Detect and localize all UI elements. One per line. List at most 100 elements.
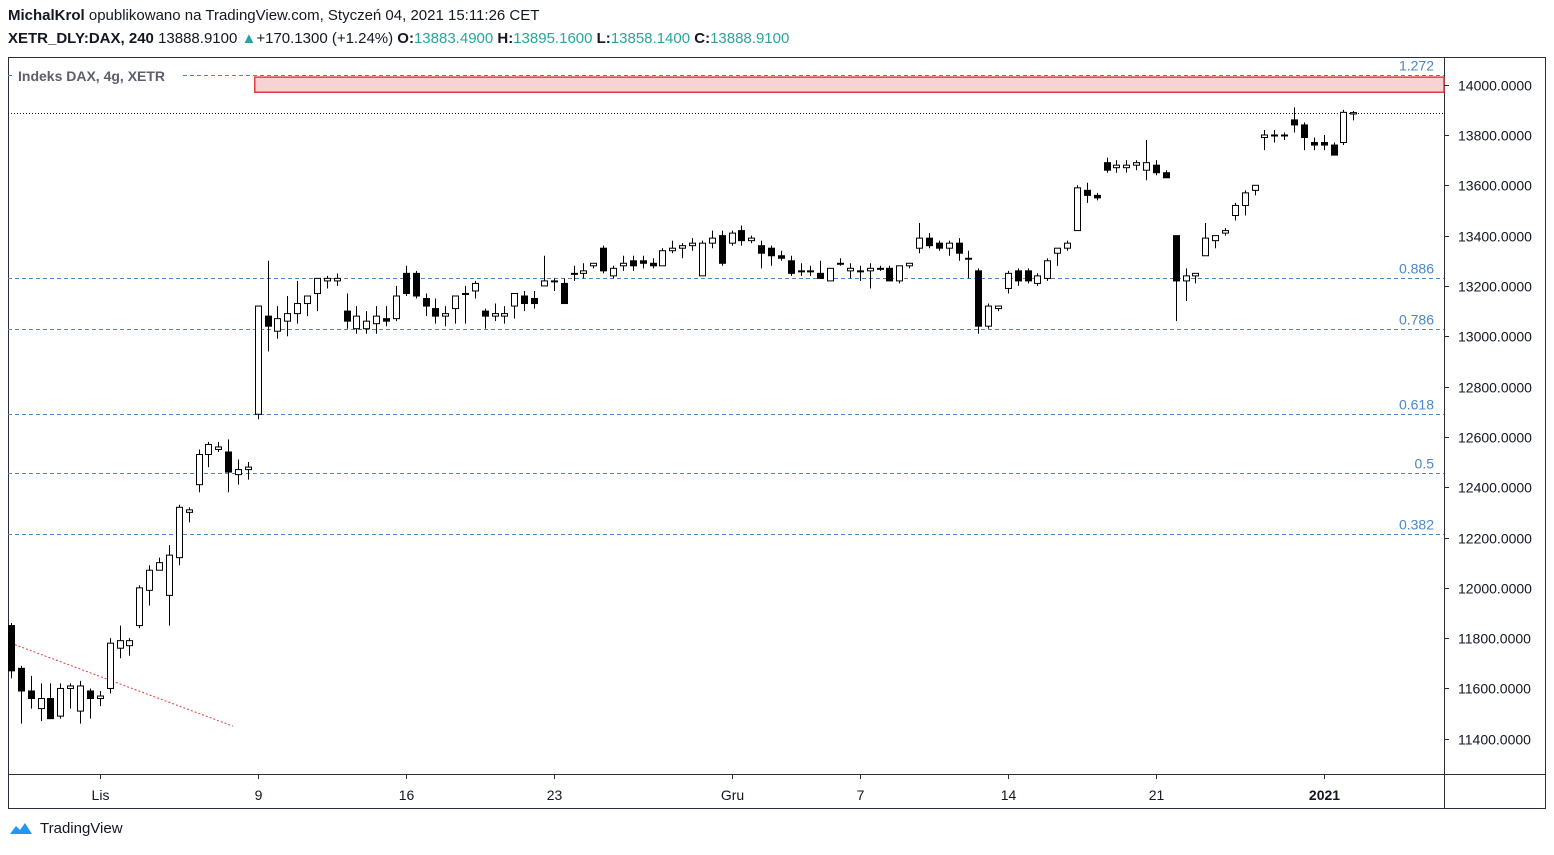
candle[interactable] bbox=[758, 240, 765, 269]
candle[interactable] bbox=[255, 305, 262, 420]
candle[interactable] bbox=[156, 557, 163, 571]
candles[interactable] bbox=[8, 107, 1357, 724]
candle[interactable] bbox=[1192, 272, 1199, 284]
candle[interactable] bbox=[867, 263, 874, 289]
footer-brand[interactable]: TradingView bbox=[8, 820, 123, 837]
candle[interactable] bbox=[176, 504, 183, 566]
candle[interactable] bbox=[877, 265, 884, 271]
author-name[interactable]: MichalKrol bbox=[8, 7, 85, 24]
candle[interactable] bbox=[1034, 273, 1041, 286]
candle[interactable] bbox=[1074, 185, 1081, 232]
candle[interactable] bbox=[1291, 107, 1298, 133]
candle[interactable] bbox=[1054, 247, 1061, 266]
candle[interactable] bbox=[1094, 192, 1101, 201]
candle[interactable] bbox=[738, 225, 745, 246]
candle[interactable] bbox=[541, 255, 548, 287]
candle[interactable] bbox=[107, 638, 114, 694]
candle[interactable] bbox=[699, 240, 706, 277]
candle[interactable] bbox=[906, 262, 913, 269]
candle[interactable] bbox=[926, 233, 933, 249]
candle[interactable] bbox=[689, 238, 696, 251]
fibonacci-levels[interactable]: 1.272 0.886 0.786 0.618 0.5 0.382 bbox=[8, 58, 1444, 535]
candle[interactable] bbox=[196, 449, 203, 493]
candle[interactable] bbox=[314, 277, 321, 312]
price-axis[interactable]: 11400.0000 11600.0000 11800.0000 12000.0000… bbox=[1444, 78, 1532, 748]
candle[interactable] bbox=[1311, 137, 1318, 151]
candle[interactable] bbox=[344, 293, 351, 329]
candle[interactable] bbox=[946, 240, 953, 256]
candle[interactable] bbox=[807, 265, 814, 276]
candle[interactable] bbox=[1163, 170, 1170, 179]
candle[interactable] bbox=[38, 683, 45, 722]
candle[interactable] bbox=[205, 441, 212, 468]
candle[interactable] bbox=[393, 285, 400, 322]
candle[interactable] bbox=[353, 306, 360, 334]
candle[interactable] bbox=[531, 290, 538, 309]
candle[interactable] bbox=[1222, 228, 1229, 236]
candle[interactable] bbox=[146, 565, 153, 606]
candle[interactable] bbox=[1153, 160, 1160, 176]
candle[interactable] bbox=[600, 245, 607, 274]
candle[interactable] bbox=[274, 306, 281, 339]
candle[interactable] bbox=[492, 303, 499, 322]
candle[interactable] bbox=[778, 250, 785, 261]
candle[interactable] bbox=[640, 255, 647, 269]
candle[interactable] bbox=[47, 683, 54, 720]
candle[interactable] bbox=[423, 293, 430, 317]
candle[interactable] bbox=[472, 280, 479, 299]
candle[interactable] bbox=[136, 585, 143, 629]
symbol-label[interactable]: XETR_DLY:DAX, 240 bbox=[8, 30, 154, 47]
candle[interactable] bbox=[610, 265, 617, 279]
candle[interactable] bbox=[768, 245, 775, 266]
candle[interactable] bbox=[57, 683, 64, 719]
candle[interactable] bbox=[87, 688, 94, 719]
candle[interactable] bbox=[8, 623, 15, 679]
candle[interactable] bbox=[659, 248, 666, 267]
candle[interactable] bbox=[571, 265, 578, 281]
candle[interactable] bbox=[1271, 129, 1278, 143]
candle[interactable] bbox=[630, 255, 637, 271]
candle[interactable] bbox=[886, 265, 893, 282]
candle[interactable] bbox=[1064, 240, 1071, 251]
candle[interactable] bbox=[956, 238, 963, 261]
candle[interactable] bbox=[729, 230, 736, 246]
candle[interactable] bbox=[413, 270, 420, 299]
candle[interactable] bbox=[117, 625, 124, 659]
candle[interactable] bbox=[817, 260, 824, 279]
candle[interactable] bbox=[67, 683, 74, 709]
candle[interactable] bbox=[1143, 140, 1150, 181]
candle[interactable] bbox=[235, 459, 242, 485]
candle[interactable] bbox=[432, 298, 439, 324]
candle[interactable] bbox=[1252, 184, 1259, 196]
candle[interactable] bbox=[186, 507, 193, 523]
candle[interactable] bbox=[403, 265, 410, 296]
candle[interactable] bbox=[798, 263, 805, 276]
candle[interactable] bbox=[245, 462, 252, 480]
candle[interactable] bbox=[324, 275, 331, 289]
candle[interactable] bbox=[679, 243, 686, 259]
candle[interactable] bbox=[28, 675, 35, 709]
candle[interactable] bbox=[650, 258, 657, 269]
time-axis[interactable]: Lis 9 16 23 Gru 7 14 21 2021 bbox=[92, 774, 1341, 803]
candle[interactable] bbox=[1232, 202, 1239, 221]
candle[interactable] bbox=[719, 230, 726, 266]
candle[interactable] bbox=[1350, 111, 1357, 121]
candle[interactable] bbox=[1340, 109, 1347, 146]
candle[interactable] bbox=[225, 439, 232, 493]
candle[interactable] bbox=[1202, 223, 1209, 257]
candle[interactable] bbox=[77, 680, 84, 724]
candle[interactable] bbox=[482, 308, 489, 329]
trendline-line[interactable] bbox=[10, 642, 234, 727]
candle[interactable] bbox=[709, 230, 716, 249]
candle[interactable] bbox=[1104, 157, 1111, 173]
candle[interactable] bbox=[511, 292, 518, 319]
candle[interactable] bbox=[97, 690, 104, 707]
candle[interactable] bbox=[501, 306, 508, 324]
candle[interactable] bbox=[1084, 182, 1091, 203]
candle[interactable] bbox=[995, 305, 1002, 312]
candle[interactable] bbox=[561, 278, 568, 305]
candle[interactable] bbox=[965, 250, 972, 279]
candle[interactable] bbox=[1301, 122, 1308, 151]
candle[interactable] bbox=[669, 240, 676, 254]
